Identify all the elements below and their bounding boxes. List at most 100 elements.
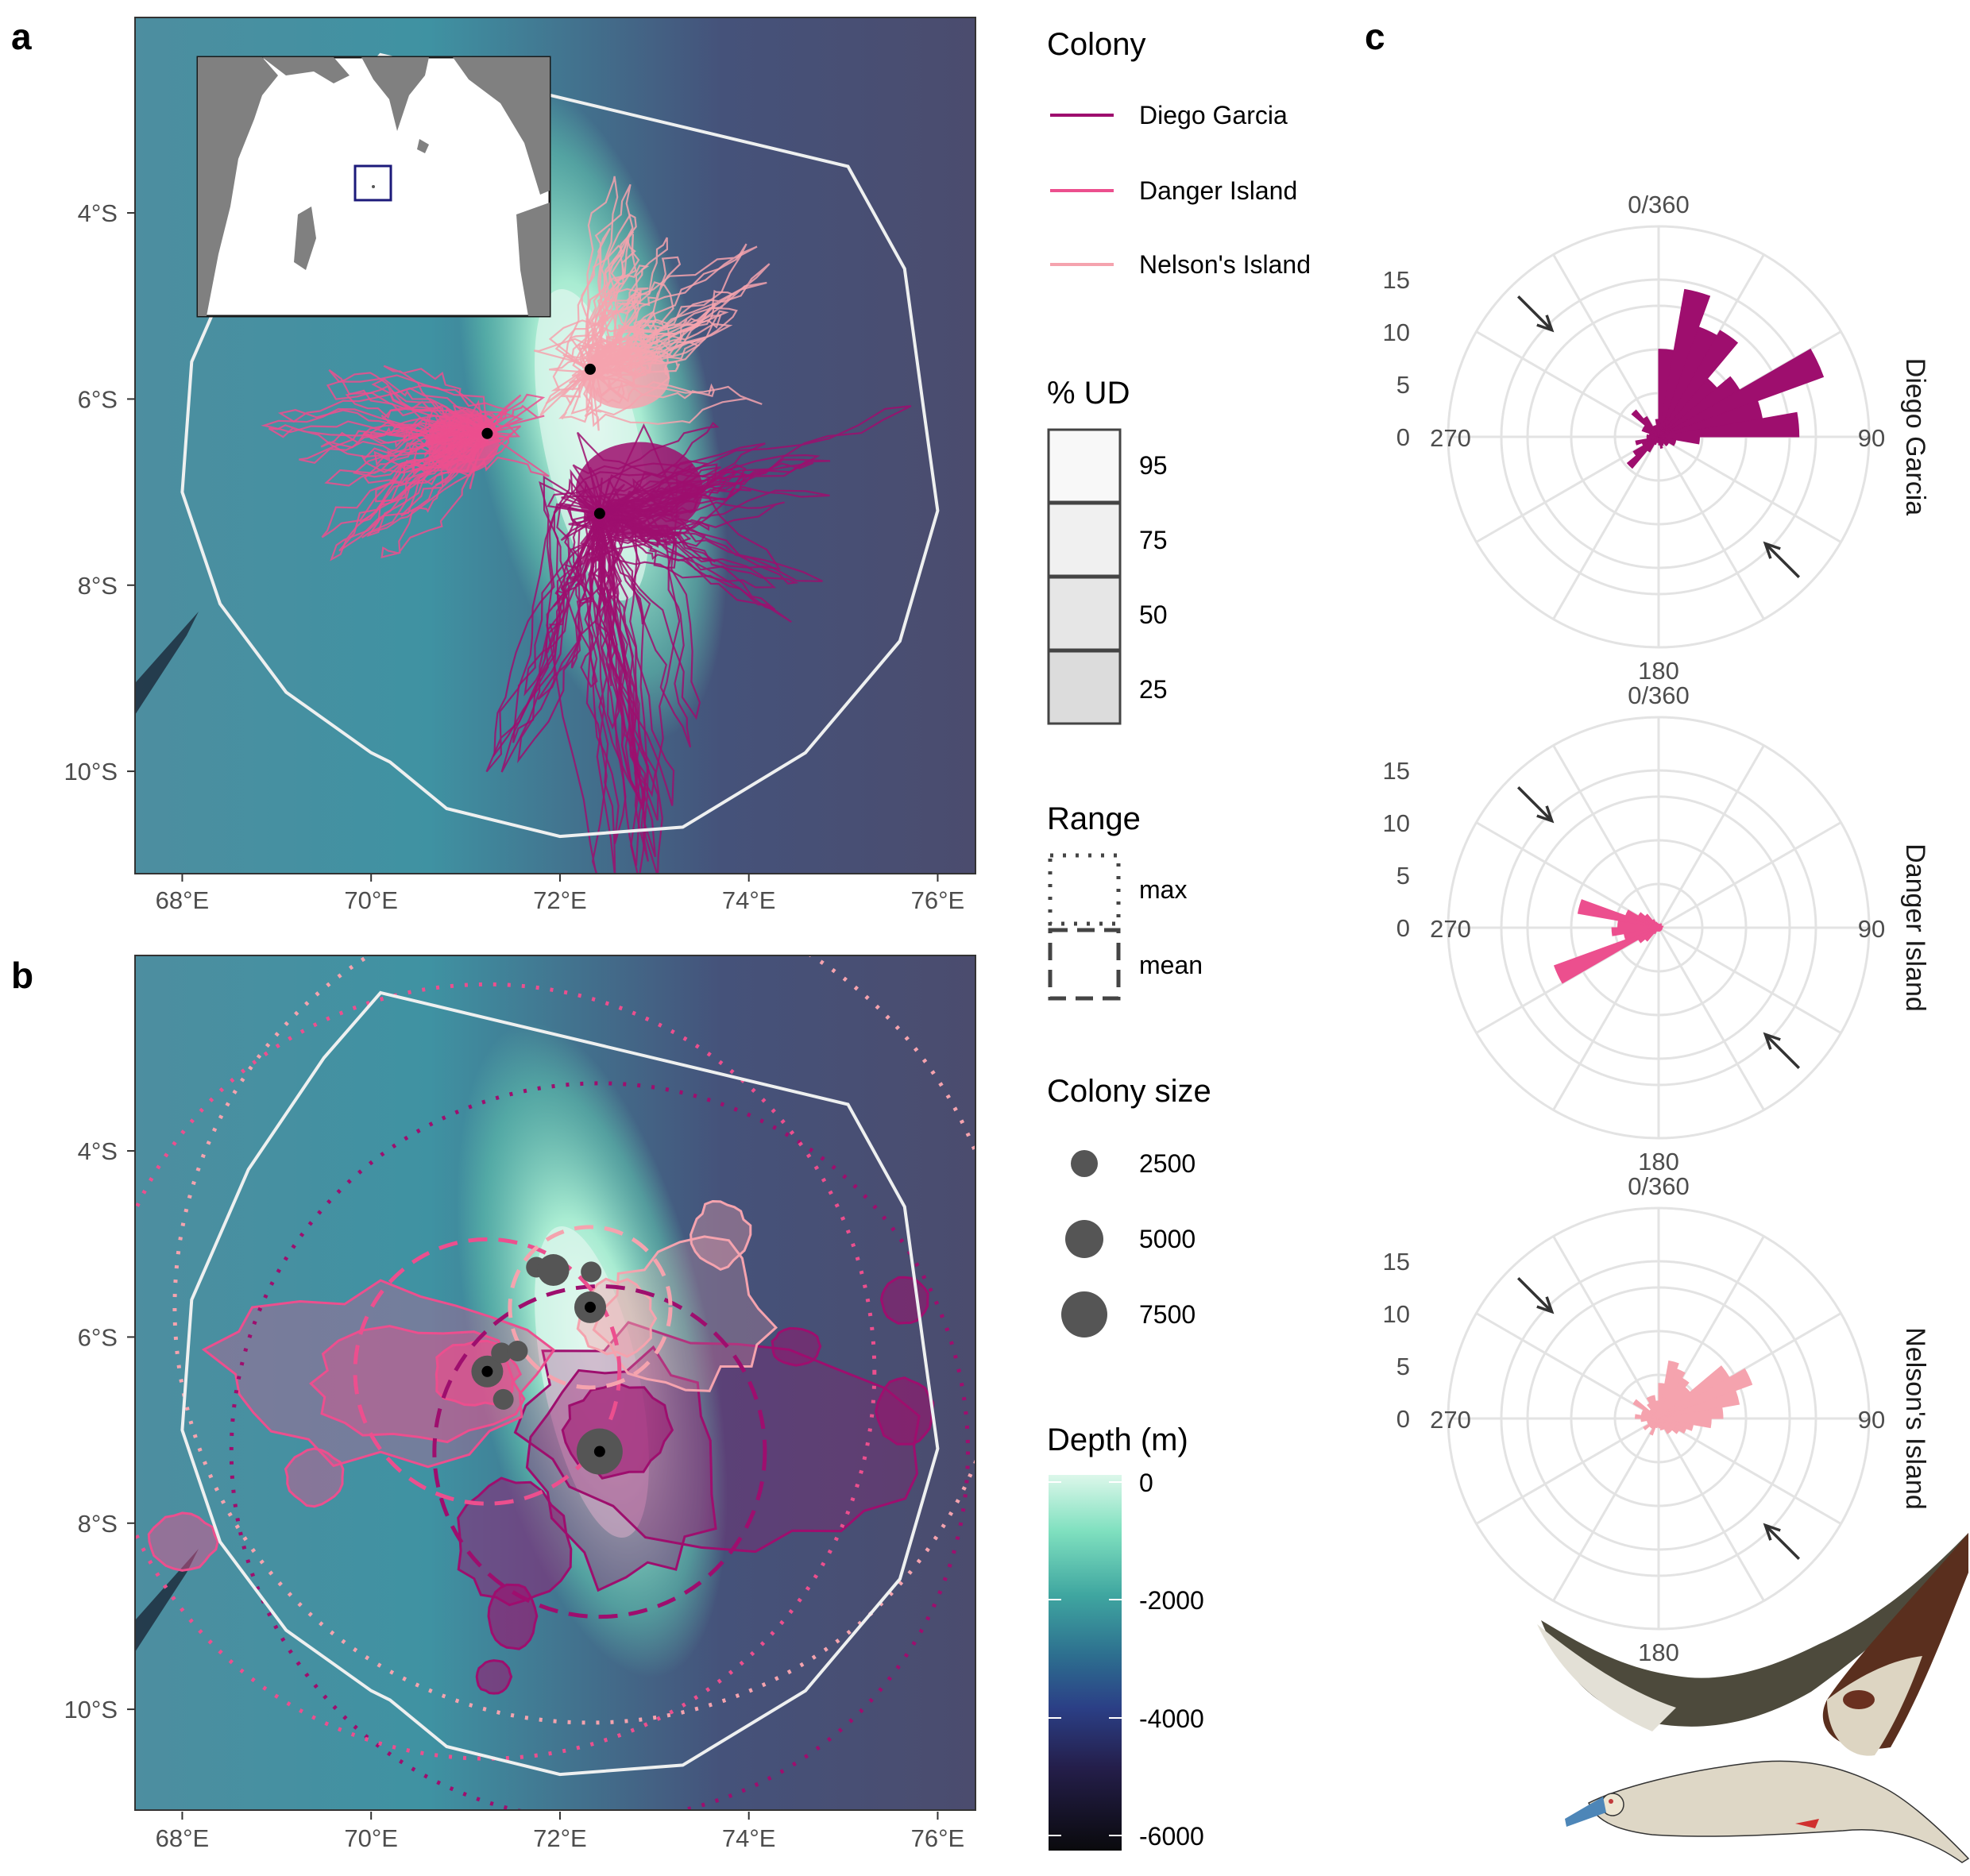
polar-bar bbox=[1658, 288, 1711, 438]
southeast-asia-land bbox=[453, 57, 550, 195]
polar-bar bbox=[1650, 1395, 1659, 1419]
polar-bar bbox=[1632, 1399, 1659, 1419]
angle-label: 270 bbox=[1430, 1406, 1471, 1434]
angle-label: 0/360 bbox=[1628, 1172, 1690, 1200]
range-mean-circle bbox=[432, 1284, 767, 1619]
angle-label: 0/360 bbox=[1628, 191, 1690, 218]
track-diego-garcia bbox=[599, 405, 912, 515]
polar-bar bbox=[1658, 436, 1663, 450]
track-diego-garcia bbox=[594, 510, 621, 686]
depth-tick-0: 0 bbox=[1139, 1469, 1153, 1497]
panel-letter-b: b bbox=[11, 955, 33, 996]
track-diego-garcia bbox=[512, 513, 604, 743]
angle-label: 180 bbox=[1638, 1148, 1679, 1175]
track-core bbox=[427, 409, 500, 473]
angle-label: 270 bbox=[1430, 424, 1471, 452]
wind-arrow bbox=[1516, 786, 1553, 822]
x-tick-label: 68°E bbox=[156, 1824, 210, 1852]
colony-size-point bbox=[507, 1340, 528, 1361]
ud-contour bbox=[284, 1447, 345, 1508]
facet-strip-diego-garcia: Diego Garcia bbox=[1900, 358, 1930, 516]
legend-ud: % UD 95 75 50 25 bbox=[1047, 376, 1168, 725]
legend-colony-title: Colony bbox=[1047, 27, 1146, 62]
red-footed-booby-illustration bbox=[1537, 1533, 1970, 1863]
legend-range-title: Range bbox=[1047, 801, 1141, 836]
track-core bbox=[575, 442, 703, 538]
track-nelsons-island bbox=[589, 281, 767, 370]
polar-bar bbox=[1658, 330, 1739, 438]
depth-colorbar bbox=[1049, 1475, 1122, 1851]
wind-arrow bbox=[1764, 542, 1801, 579]
y-tick-label: 10°S bbox=[64, 758, 118, 786]
colony-location bbox=[481, 1365, 493, 1377]
legend-label-diego-garcia: Diego Garcia bbox=[1139, 101, 1288, 129]
wind-arrow-head bbox=[1536, 805, 1555, 824]
radial-tick-label: 5 bbox=[1396, 862, 1410, 890]
polar-bar bbox=[1658, 1418, 1671, 1434]
depth-tick-6000: -6000 bbox=[1139, 1822, 1204, 1851]
legend-range-mean-key bbox=[1048, 928, 1121, 1001]
legend-size-7500-key bbox=[1061, 1291, 1107, 1338]
polar-bar bbox=[1655, 419, 1659, 438]
polar-bar bbox=[1658, 1377, 1690, 1419]
radial-tick-label: 10 bbox=[1383, 809, 1410, 837]
ud-contour bbox=[592, 1235, 778, 1392]
legend-ud-25-key bbox=[1047, 650, 1122, 725]
range-max-circle bbox=[135, 982, 877, 1761]
track-danger-island bbox=[277, 384, 489, 437]
x-tick-label: 74°E bbox=[722, 886, 776, 914]
polar-plot-diego-garcia: 0/360 90 180 270 0 5 10 15 bbox=[1383, 191, 1886, 685]
colony-point bbox=[481, 427, 493, 439]
radial-tick-label: 5 bbox=[1396, 1353, 1410, 1380]
bird-body bbox=[1588, 1760, 1970, 1863]
panel-b: b 68°E 70°E 72°E 74°E 76°E 4°S 6°S 8°S 10°S bbox=[11, 955, 976, 1852]
inset-map bbox=[196, 56, 551, 318]
legend-ud-25-label: 25 bbox=[1139, 675, 1168, 704]
y-tick-label: 8°S bbox=[78, 1510, 118, 1538]
radial-tick-label: 15 bbox=[1383, 757, 1410, 785]
wind-arrow-head bbox=[1536, 1296, 1555, 1314]
polar-bar bbox=[1626, 436, 1659, 469]
angle-label: 0/360 bbox=[1628, 681, 1690, 709]
africa-land bbox=[198, 57, 278, 316]
legend-size-5000-key bbox=[1065, 1220, 1103, 1258]
radial-tick-label: 10 bbox=[1383, 318, 1410, 346]
polar-histograms: 0/360901802700510150/360901802700510150/… bbox=[1383, 191, 1886, 1666]
ud-contour bbox=[875, 1376, 935, 1446]
angle-label: 180 bbox=[1638, 657, 1679, 685]
y-tick-label: 10°S bbox=[64, 1696, 118, 1724]
track-nelsons-island bbox=[581, 342, 602, 431]
wind-arrow bbox=[1516, 295, 1553, 331]
axes-b: 68°E 70°E 72°E 74°E 76°E 4°S 6°S 8°S 10°S bbox=[64, 1137, 964, 1852]
polar-bar bbox=[1658, 1390, 1740, 1419]
panel-letter-c: c bbox=[1365, 16, 1385, 57]
track-nelsons-island bbox=[589, 214, 637, 372]
depth-tick-4000: -4000 bbox=[1139, 1704, 1204, 1733]
legend-ud-95-key bbox=[1047, 428, 1122, 504]
track-nelsons-island bbox=[589, 264, 650, 374]
colony-location bbox=[593, 1446, 605, 1457]
legend-ud-50-label: 50 bbox=[1139, 600, 1168, 629]
angle-label: 90 bbox=[1858, 915, 1885, 943]
map-frame-b bbox=[134, 955, 976, 1811]
track-diego-garcia bbox=[599, 512, 799, 585]
india-land bbox=[361, 57, 429, 131]
foraging-tracks bbox=[261, 176, 912, 874]
madagascar-land bbox=[294, 207, 316, 270]
colony-size-points bbox=[471, 1254, 623, 1475]
polar-bar bbox=[1658, 1418, 1663, 1431]
track-nelsons-island bbox=[570, 183, 634, 372]
polar-plot-danger-island: 0/360 90 180 270 0 5 10 15 bbox=[1383, 681, 1886, 1175]
track-diego-garcia bbox=[523, 483, 626, 697]
radial-tick-label: 10 bbox=[1383, 1300, 1410, 1328]
polar-bar bbox=[1635, 436, 1659, 446]
colony-size-point bbox=[581, 1261, 602, 1283]
legend-label-nelsons-island: Nelson's Island bbox=[1139, 250, 1311, 279]
polar-bar bbox=[1553, 927, 1659, 984]
y-tick-label: 6°S bbox=[78, 1323, 118, 1351]
x-tick-label: 70°E bbox=[344, 886, 398, 914]
panel-a: a 68°E 70°E 72°E 74°E 76°E 4°S 6°S 8°S 10°S bbox=[11, 16, 976, 914]
axes-a: 68°E 70°E 72°E 74°E 76°E 4°S 6°S 8°S 10°S bbox=[64, 199, 964, 914]
legend-colony-size-title: Colony size bbox=[1047, 1074, 1211, 1109]
